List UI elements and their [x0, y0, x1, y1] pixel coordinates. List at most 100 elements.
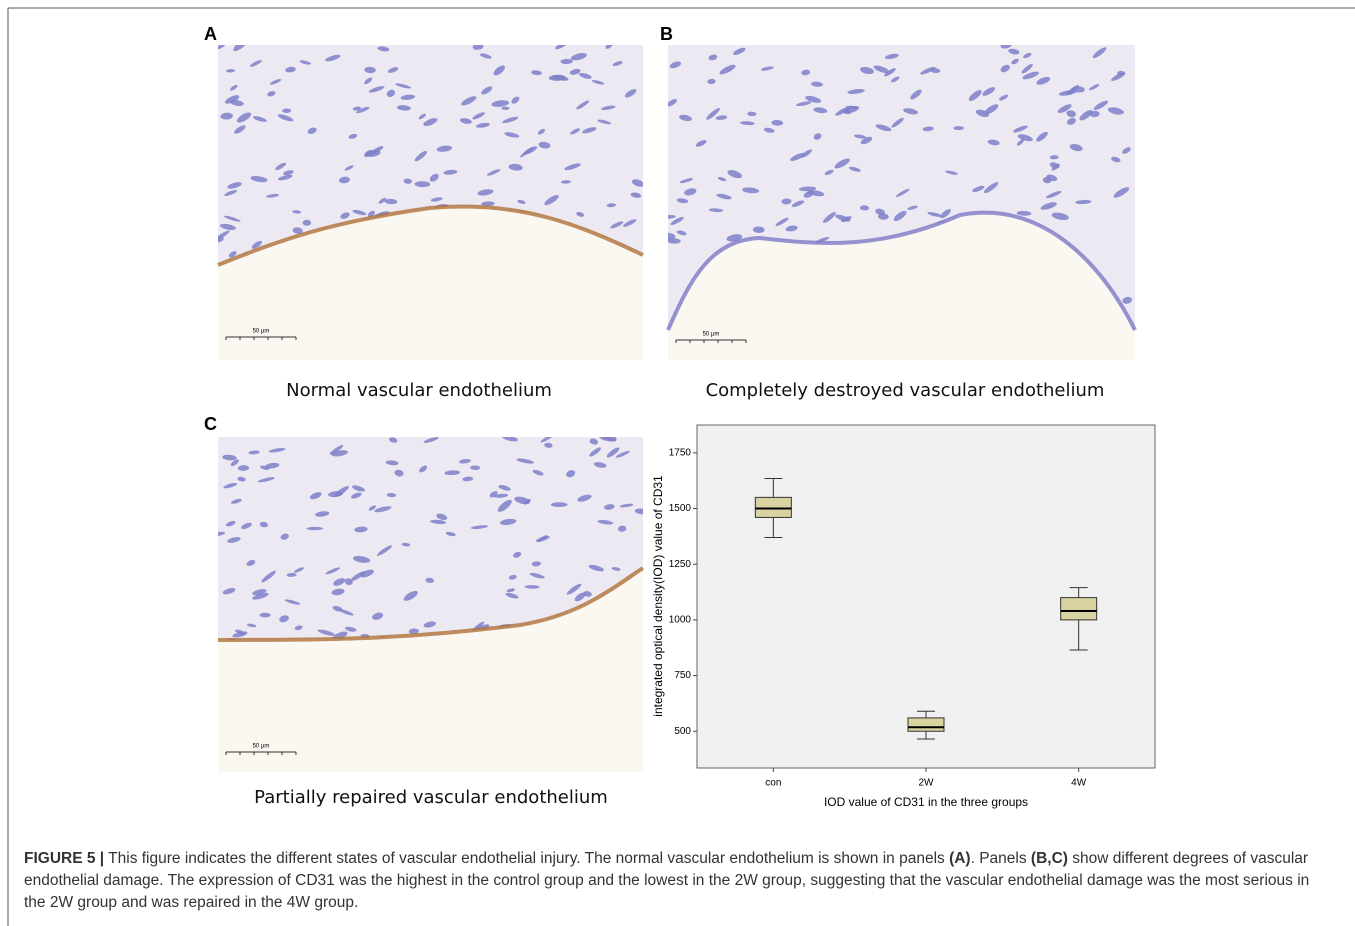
- nucleus: [354, 526, 368, 533]
- nucleus: [279, 615, 289, 623]
- nucleus: [582, 127, 597, 134]
- nucleus: [732, 47, 746, 56]
- nucleus: [470, 465, 481, 470]
- nucleus: [1111, 156, 1121, 163]
- nucleus: [226, 69, 236, 73]
- nucleus: [425, 577, 434, 583]
- nucleus: [884, 68, 896, 77]
- nucleus: [1057, 104, 1072, 114]
- nucleus: [259, 521, 268, 528]
- nucleus: [1075, 199, 1092, 205]
- nucleus: [501, 106, 510, 110]
- nucleus: [668, 99, 677, 107]
- nucleus: [491, 100, 510, 107]
- nucleus: [623, 219, 637, 227]
- nucleus: [436, 145, 453, 152]
- nucleus: [708, 54, 718, 61]
- nucleus: [292, 210, 302, 214]
- nucleus: [630, 192, 642, 198]
- nucleus: [589, 447, 602, 457]
- nucleus: [601, 437, 617, 441]
- nucleus: [423, 437, 439, 443]
- nucleus: [597, 520, 614, 525]
- nucleus: [695, 140, 707, 147]
- nucleus: [860, 66, 874, 75]
- nucleus: [493, 65, 505, 76]
- nucleus: [1042, 177, 1052, 184]
- nucleus: [824, 169, 834, 176]
- nucleus: [329, 444, 344, 455]
- nucleus: [589, 438, 599, 445]
- y-tick-label: 500: [674, 726, 691, 737]
- nucleus: [529, 572, 545, 579]
- nucleus: [791, 200, 805, 207]
- nucleus: [286, 572, 297, 577]
- nucleus: [1012, 125, 1028, 133]
- nucleus: [835, 107, 849, 116]
- nucleus: [445, 531, 456, 537]
- nucleus: [1000, 64, 1010, 73]
- nucleus: [292, 227, 303, 234]
- nucleus: [218, 230, 230, 241]
- nucleus: [340, 212, 350, 219]
- nucleus: [315, 511, 330, 517]
- y-tick-label: 1500: [669, 503, 692, 514]
- nucleus: [395, 83, 412, 89]
- nucleus: [624, 89, 637, 98]
- nucleus: [1066, 85, 1079, 96]
- nucleus: [707, 78, 716, 85]
- nucleus: [790, 152, 806, 161]
- nucleus: [475, 122, 490, 128]
- nucleus: [498, 485, 511, 491]
- nucleus: [1008, 48, 1020, 55]
- tissue: [668, 45, 1135, 330]
- nucleus: [277, 114, 294, 122]
- nucleus: [1049, 155, 1059, 160]
- nucleus: [481, 201, 495, 207]
- nucleus: [576, 211, 585, 217]
- nucleus: [877, 213, 889, 220]
- tissue-area: [218, 437, 643, 640]
- nucleus: [403, 590, 418, 601]
- nucleus: [1017, 134, 1033, 142]
- nucleus: [706, 108, 720, 120]
- nucleus: [225, 521, 236, 527]
- nucleus: [220, 112, 233, 120]
- nucleus: [344, 626, 357, 632]
- nucleus: [268, 447, 286, 453]
- nucleus: [259, 465, 270, 470]
- nucleus: [1090, 110, 1100, 118]
- nucleus: [1066, 110, 1076, 118]
- figure-caption: FIGURE 5 | This figure indicates the dif…: [24, 848, 1324, 914]
- nucleus: [823, 212, 836, 223]
- nucleus: [333, 578, 346, 586]
- nucleus: [394, 469, 404, 477]
- nucleus: [927, 212, 943, 217]
- nucleus: [331, 588, 345, 596]
- nucleus: [785, 225, 798, 232]
- nucleus: [384, 198, 398, 205]
- nucleus: [610, 221, 624, 229]
- endothelium: [217, 566, 645, 642]
- nucleus: [284, 599, 301, 605]
- nucleus: [570, 53, 587, 61]
- nucleus: [860, 136, 873, 145]
- nucleus: [801, 69, 811, 76]
- x-axis-label: IOD value of CD31 in the three groups: [824, 795, 1028, 809]
- nucleus: [834, 158, 850, 169]
- nucleus: [853, 134, 867, 139]
- nucleus: [544, 194, 559, 206]
- nucleus: [566, 583, 582, 595]
- nucleus: [280, 533, 289, 540]
- x-tick-label: 2W: [919, 778, 935, 789]
- nucleus: [606, 447, 620, 458]
- panel-label: A: [204, 24, 217, 44]
- nucleus: [401, 542, 411, 547]
- nucleus: [566, 470, 576, 478]
- nucleus: [679, 114, 692, 122]
- nucleus: [505, 592, 519, 599]
- nucleus: [233, 45, 247, 52]
- nucleus: [1116, 70, 1126, 76]
